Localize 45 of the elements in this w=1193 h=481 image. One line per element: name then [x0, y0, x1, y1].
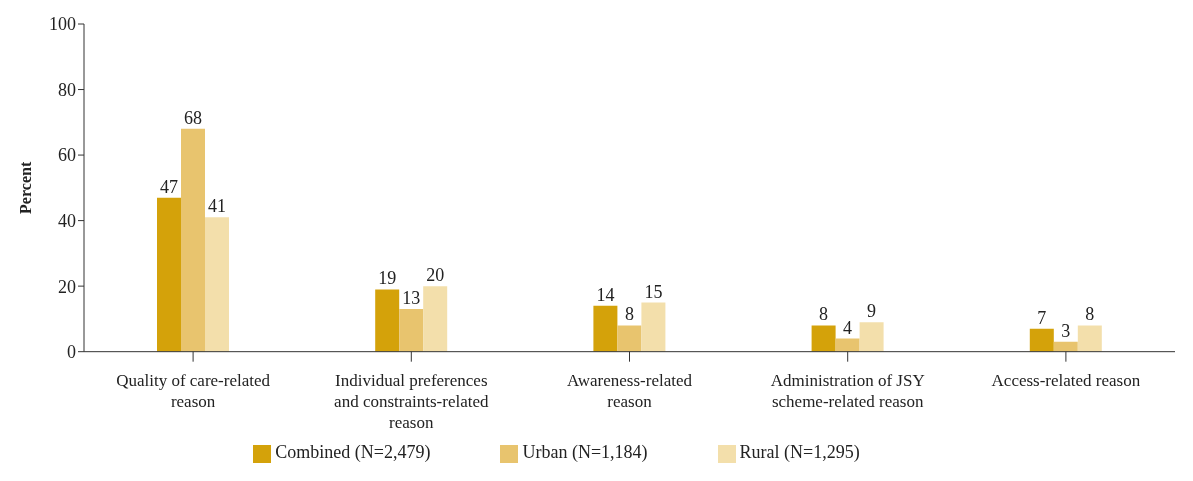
legend-label: Combined (N=2,479): [275, 441, 431, 462]
bar: [641, 302, 666, 352]
x-tick-label: Quality of care-related reason: [116, 370, 271, 411]
data-label: 14: [596, 284, 615, 305]
bar: [423, 286, 448, 352]
bar: [859, 322, 884, 352]
data-label: 68: [184, 107, 202, 128]
y-tick-label: 20: [58, 276, 76, 297]
data-label: 15: [644, 281, 663, 302]
x-tick-label: Individual preferences and constraints-related reason: [334, 370, 489, 432]
data-label: 47: [160, 176, 178, 197]
data-label: 9: [867, 301, 877, 322]
data-label: 13: [402, 288, 421, 309]
y-tick-label: 0: [67, 342, 76, 363]
data-label: 8: [1085, 304, 1095, 325]
y-tick-label: 100: [49, 14, 76, 35]
data-label: 3: [1061, 320, 1071, 341]
x-tick-label: Administration of JSY scheme-related reason: [770, 370, 925, 411]
data-label: 8: [819, 304, 829, 325]
x-tick-label: Access-related reason: [991, 370, 1141, 390]
bar: [181, 128, 205, 352]
y-axis-title: Percent: [16, 161, 34, 214]
x-tick-label: Awareness-related reason: [567, 370, 693, 411]
bar: [1053, 341, 1078, 352]
data-label: 4: [843, 317, 853, 338]
data-label: 20: [426, 265, 445, 286]
bar: [811, 325, 836, 352]
y-tick-label: 60: [58, 145, 76, 166]
bar: [835, 338, 860, 352]
data-label: 8: [624, 304, 634, 325]
data-label: 7: [1037, 307, 1047, 328]
bar: [399, 309, 424, 352]
bar: [375, 289, 400, 352]
legend-label: Rural (N=1,295): [739, 441, 860, 462]
legend-label: Urban (N=1,184): [522, 441, 648, 462]
bar: [593, 305, 618, 352]
data-label: 41: [208, 196, 226, 217]
bar: [617, 325, 642, 352]
bar: [1077, 325, 1102, 352]
bar: [157, 197, 181, 352]
y-tick-label: 80: [58, 79, 76, 100]
bar: [1029, 328, 1054, 352]
data-label: 19: [378, 268, 397, 289]
bar: [205, 217, 229, 352]
y-tick-label: 40: [58, 210, 76, 231]
